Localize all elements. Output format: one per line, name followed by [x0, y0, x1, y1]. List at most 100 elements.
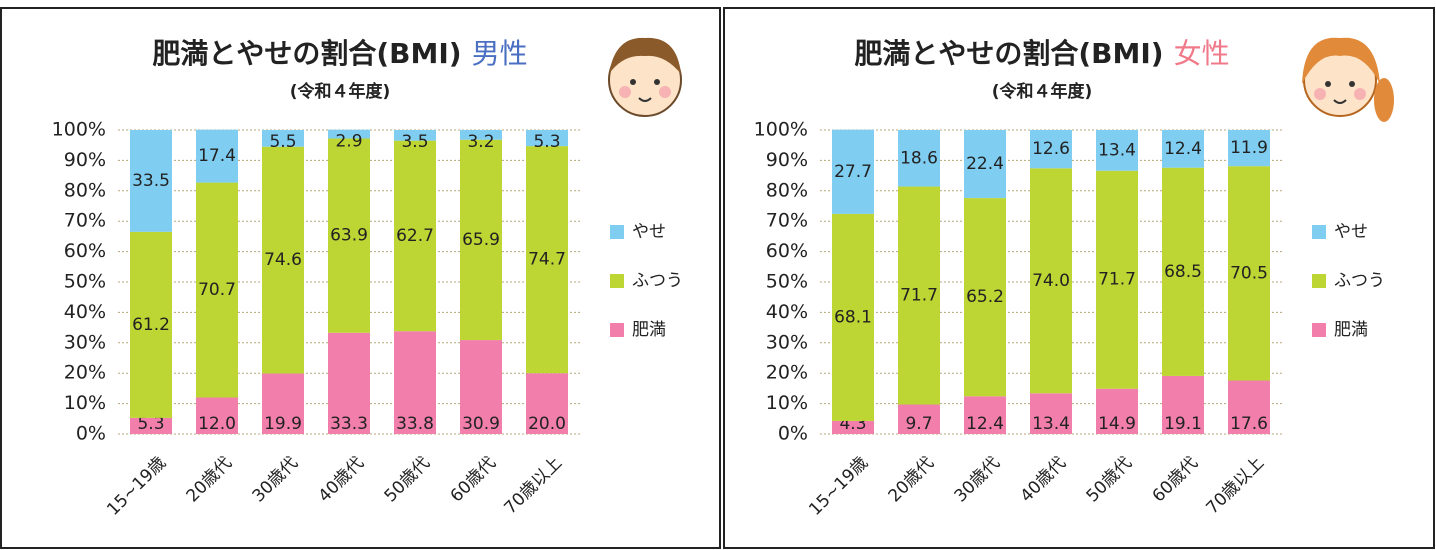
y-tick-label: 60%	[64, 240, 106, 262]
data-label: 12.4	[1164, 139, 1202, 159]
face-icon	[609, 38, 681, 116]
data-label: 27.7	[834, 162, 872, 182]
title-main: 肥満とやせの割合(BMI)	[152, 37, 461, 70]
data-label: 33.3	[330, 414, 368, 434]
legend-label: ふつう	[1334, 271, 1385, 291]
charts: 肥満とやせの割合(BMI) 男性 (令和４年度) 0% 10% 20% 30% 40% 50% 6…	[0, 0, 1436, 550]
legend-label: 肥満	[632, 320, 666, 340]
x-tick-label: 15~19歳	[103, 453, 170, 520]
data-label: 70.5	[1230, 263, 1268, 283]
subtitle: (令和４年度)	[992, 81, 1093, 102]
data-label: 5.3	[533, 132, 560, 152]
data-label: 9.7	[905, 414, 932, 434]
y-tick-label: 20%	[766, 362, 808, 384]
data-label: 3.5	[401, 132, 428, 152]
x-tick-label: 60歳代	[1149, 453, 1202, 506]
legend-swatch	[610, 274, 624, 288]
y-tick-label: 40%	[766, 301, 808, 323]
data-label: 22.4	[966, 154, 1004, 174]
chart-title: 肥満とやせの割合(BMI) 女性	[854, 37, 1229, 70]
face-icon	[1302, 38, 1394, 122]
data-label: 11.9	[1230, 138, 1268, 158]
chart: 肥満とやせの割合(BMI) 女性 (令和４年度) 0% 10% 20% 30% 40% 50% 6…	[754, 37, 1385, 520]
data-label: 71.7	[1098, 270, 1136, 290]
data-label: 65.2	[966, 287, 1004, 307]
y-tick-label: 0%	[76, 423, 106, 445]
data-label: 3.2	[467, 132, 494, 152]
legend-label: ふつう	[632, 271, 683, 291]
legend-label: 肥満	[1334, 320, 1368, 340]
data-label: 30.9	[462, 414, 500, 434]
x-tick-label: 15~19歳	[805, 453, 872, 520]
data-label: 5.5	[269, 132, 296, 152]
y-tick-label: 0%	[778, 423, 808, 445]
data-label: 13.4	[1098, 140, 1136, 160]
y-tick-label: 80%	[766, 179, 808, 201]
y-tick-label: 30%	[64, 331, 106, 353]
data-label: 65.9	[462, 230, 500, 250]
y-tick-label: 50%	[766, 271, 808, 293]
x-tick-label: 30歳代	[951, 453, 1004, 506]
legend-swatch	[1312, 323, 1326, 337]
y-tick-label: 60%	[766, 240, 808, 262]
data-label: 74.6	[264, 250, 302, 270]
legend-swatch	[1312, 274, 1326, 288]
data-label: 63.9	[330, 226, 368, 246]
data-label: 33.5	[132, 171, 170, 191]
data-label: 14.9	[1098, 414, 1136, 434]
x-tick-label: 20歳代	[885, 453, 938, 506]
x-tick-label: 50歳代	[381, 453, 434, 506]
legend-swatch	[1312, 225, 1326, 239]
x-tick-label: 20歳代	[183, 453, 236, 506]
x-tick-label: 40歳代	[1017, 453, 1070, 506]
data-label: 2.9	[335, 132, 362, 152]
title-main: 肥満とやせの割合(BMI)	[854, 37, 1163, 70]
data-label: 62.7	[396, 226, 434, 246]
data-label: 19.1	[1164, 414, 1202, 434]
data-label: 68.1	[834, 307, 872, 327]
y-tick-label: 90%	[64, 149, 106, 171]
y-tick-label: 20%	[64, 362, 106, 384]
data-label: 33.8	[396, 414, 434, 434]
data-label: 20.0	[528, 414, 566, 434]
x-tick-label: 30歳代	[249, 453, 302, 506]
data-label: 18.6	[900, 148, 938, 168]
x-tick-label: 40歳代	[315, 453, 368, 506]
x-tick-label: 70歳以上	[501, 453, 567, 519]
y-tick-label: 50%	[64, 271, 106, 293]
y-tick-label: 90%	[766, 149, 808, 171]
data-label: 17.6	[1230, 414, 1268, 434]
y-tick-label: 70%	[64, 210, 106, 232]
chart-title: 肥満とやせの割合(BMI) 男性	[152, 37, 527, 70]
data-label: 68.5	[1164, 262, 1202, 282]
legend-swatch	[610, 323, 624, 337]
x-tick-label: 70歳以上	[1203, 453, 1269, 519]
data-label: 13.4	[1032, 414, 1070, 434]
data-label: 71.7	[900, 286, 938, 306]
legend-label: やせ	[632, 222, 666, 242]
data-label: 12.6	[1032, 139, 1070, 159]
y-tick-label: 30%	[766, 331, 808, 353]
legend-swatch	[610, 225, 624, 239]
y-tick-label: 100%	[52, 119, 106, 141]
subtitle: (令和４年度)	[290, 81, 391, 102]
data-label: 19.9	[264, 414, 302, 434]
data-label: 17.4	[198, 146, 236, 166]
y-tick-label: 10%	[64, 392, 106, 414]
data-label: 61.2	[132, 315, 170, 335]
y-tick-label: 80%	[64, 179, 106, 201]
data-label: 70.7	[198, 280, 236, 300]
y-tick-label: 10%	[766, 392, 808, 414]
y-tick-label: 70%	[766, 210, 808, 232]
title-tag: 男性	[472, 37, 528, 70]
data-label: 12.0	[198, 414, 236, 434]
y-tick-label: 100%	[754, 119, 808, 141]
x-tick-label: 60歳代	[447, 453, 500, 506]
legend-label: やせ	[1334, 222, 1368, 242]
data-label: 12.4	[966, 414, 1004, 434]
data-label: 74.7	[528, 250, 566, 270]
x-tick-label: 50歳代	[1083, 453, 1136, 506]
chart: 肥満とやせの割合(BMI)男性(令和４年度)0%10%20%30%40%50%6…	[52, 37, 683, 520]
title-tag: 女性	[1174, 37, 1230, 70]
data-label: 74.0	[1032, 271, 1070, 291]
